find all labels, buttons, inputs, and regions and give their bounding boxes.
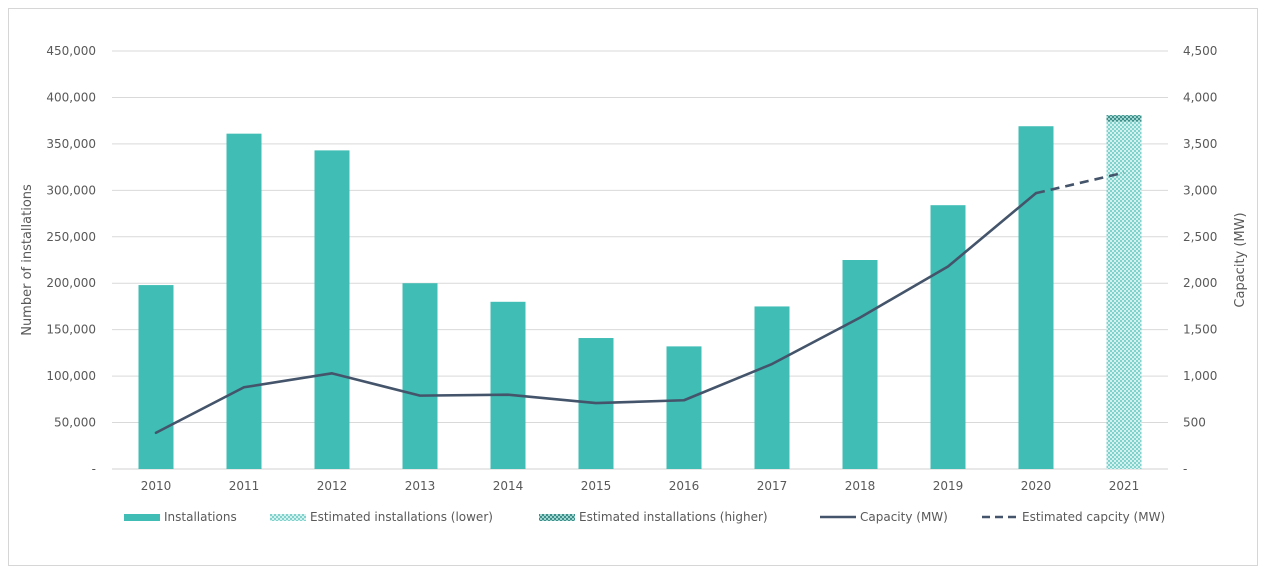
- legend-label: Estimated installations (higher): [579, 510, 768, 524]
- x-tick-label: 2014: [493, 479, 524, 493]
- y-tick-label: 350,000: [46, 137, 96, 151]
- legend-label: Estimated installations (lower): [310, 510, 493, 524]
- bar-installations: [138, 285, 174, 469]
- line-capacity: [154, 191, 1038, 435]
- y2-tick-label: 4,500: [1183, 44, 1217, 58]
- legend-label: Installations: [164, 510, 237, 524]
- bars: [138, 115, 1142, 470]
- y-axis-title: Number of installations: [20, 184, 35, 336]
- y2-tick-label: 1,500: [1183, 323, 1217, 337]
- lines: [154, 171, 1125, 435]
- bar-installations: [226, 133, 262, 469]
- grid-lines: [112, 50, 1168, 470]
- x-tick-label: 2020: [1021, 479, 1052, 493]
- x-tick-label: 2011: [229, 479, 260, 493]
- bar-installations: [402, 283, 438, 469]
- x-tick-label: 2012: [317, 479, 348, 493]
- y-tick-label: -: [92, 462, 96, 476]
- bar-estimated-lower: [1106, 121, 1142, 470]
- legend-label: Estimated capcity (MW): [1022, 510, 1165, 524]
- x-tick-label: 2019: [933, 479, 964, 493]
- bar-installations: [930, 205, 966, 469]
- y2-axis-title: Capacity (MW): [1233, 212, 1248, 307]
- bar-installations: [754, 306, 790, 469]
- y2-tick-label: 3,500: [1183, 137, 1217, 151]
- y-tick-label: 400,000: [46, 90, 96, 104]
- x-tick-label: 2021: [1109, 479, 1140, 493]
- y2-tick-label: 4,000: [1183, 90, 1217, 104]
- bar-installations: [1018, 126, 1054, 470]
- x-tick-label: 2010: [141, 479, 172, 493]
- y-tick-label: 150,000: [46, 323, 96, 337]
- x-tick-label: 2013: [405, 479, 436, 493]
- legend-swatch-estimated-higher: [539, 514, 575, 521]
- bar-installations: [666, 346, 702, 469]
- x-tick-label: 2017: [757, 479, 788, 493]
- line-estimated-capacity: [1035, 171, 1125, 195]
- tick-labels: - - 50,000 500 100,000 1,000 150,000 1,500 200,0…: [46, 44, 1217, 493]
- y-tick-label: 300,000: [46, 183, 96, 197]
- y-tick-label: 200,000: [46, 276, 96, 290]
- legend-swatch-installations: [124, 514, 160, 521]
- y2-tick-label: 3,000: [1183, 183, 1217, 197]
- bar-estimated-higher: [1106, 115, 1142, 122]
- bar-installations: [490, 301, 526, 469]
- y-tick-label: 250,000: [46, 230, 96, 244]
- y-tick-label: 100,000: [46, 369, 96, 383]
- legend-swatch-estimated-lower: [270, 514, 306, 521]
- x-tick-label: 2018: [845, 479, 876, 493]
- y2-tick-label: 2,500: [1183, 230, 1217, 244]
- y2-tick-label: 2,000: [1183, 276, 1217, 290]
- legend: Installations Estimated installations (lo…: [124, 510, 1165, 524]
- y2-tick-label: 1,000: [1183, 369, 1217, 383]
- x-tick-label: 2016: [669, 479, 700, 493]
- x-tick-label: 2015: [581, 479, 612, 493]
- bar-installations: [842, 260, 878, 469]
- bar-installations: [314, 150, 350, 469]
- y-tick-label: 450,000: [46, 44, 96, 58]
- y2-tick-label: -: [1183, 462, 1187, 476]
- y-tick-label: 50,000: [54, 416, 96, 430]
- y2-tick-label: 500: [1183, 416, 1206, 430]
- legend-label: Capacity (MW): [860, 510, 948, 524]
